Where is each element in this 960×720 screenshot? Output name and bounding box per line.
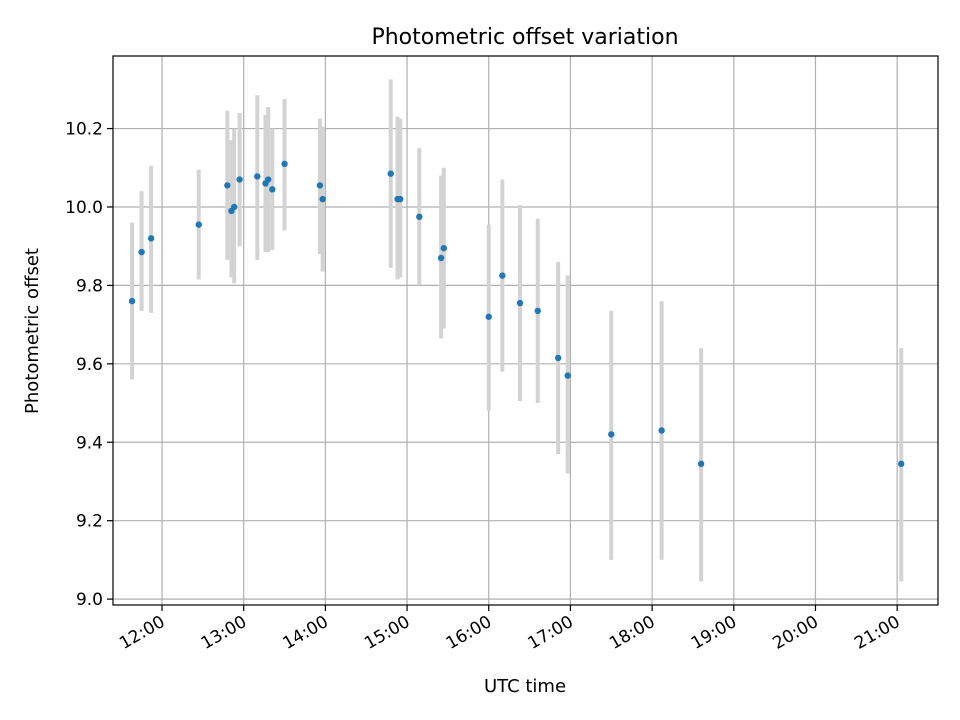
data-point: [224, 182, 231, 189]
data-point: [138, 248, 145, 256]
data-point: [608, 431, 615, 438]
data-point: [499, 272, 506, 279]
data-point: [485, 313, 492, 320]
y-axis-label: Photometric offset: [22, 248, 43, 414]
data-point: [898, 460, 905, 468]
data-point: [281, 160, 288, 168]
data-point: [516, 299, 524, 307]
data-point: [230, 203, 238, 211]
data-point: [269, 186, 276, 193]
y-tick-label: 9.2: [76, 512, 103, 532]
grid-layer: [113, 56, 938, 605]
data-point: [319, 195, 326, 203]
data-point: [397, 195, 404, 203]
x-axis-label: UTC time: [484, 676, 566, 697]
data-point: [387, 170, 394, 177]
data-point: [195, 221, 202, 228]
y-tick-label: 9.0: [76, 590, 103, 610]
y-tick-label: 9.4: [76, 433, 103, 453]
y-tick-label: 9.8: [76, 276, 103, 296]
data-point: [440, 244, 448, 252]
data-point: [254, 173, 261, 180]
data-point: [416, 213, 423, 220]
data-point: [437, 254, 445, 262]
y-tick-label: 9.6: [76, 355, 103, 375]
point-layer: [128, 160, 905, 468]
data-point: [554, 354, 562, 362]
data-point: [236, 176, 243, 183]
y-tick-label: 10.2: [65, 120, 103, 140]
data-point: [658, 427, 665, 434]
data-point: [147, 235, 155, 242]
data-point: [564, 372, 571, 379]
y-tick-label: 10.0: [65, 198, 103, 218]
data-point: [316, 182, 324, 189]
chart-title: Photometric offset variation: [371, 25, 678, 50]
data-point: [534, 307, 541, 315]
data-point: [697, 460, 705, 468]
data-point: [264, 176, 272, 183]
data-point: [128, 297, 136, 305]
plot-frame: [112, 55, 939, 606]
y-axis-ticks: 9.0 9.2 9.4 9.6 9.8 10.0 10.2: [65, 120, 113, 610]
